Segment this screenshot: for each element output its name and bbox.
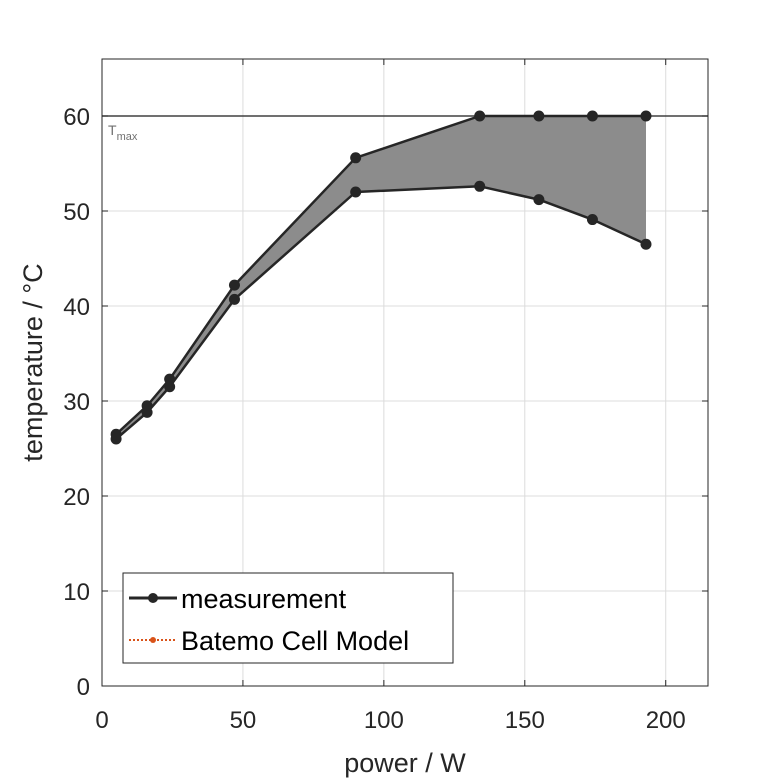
y-tick-label: 40	[63, 294, 90, 321]
x-tick-label: 50	[230, 707, 257, 734]
measurement-upper-point	[350, 152, 362, 164]
x-tick-label: 100	[364, 707, 404, 734]
legend-marker-batemo	[150, 637, 156, 643]
measurement-upper-point	[640, 110, 652, 122]
y-tick-label: 50	[63, 199, 90, 226]
measurement-lower-point	[228, 293, 240, 305]
legend: measurement Batemo Cell Model	[122, 572, 454, 664]
measurement-upper-point	[228, 279, 240, 291]
measurement-lower-point	[640, 238, 652, 250]
measurement-lower-point	[164, 381, 176, 393]
x-tick-label: 150	[505, 707, 545, 734]
y-axis-label: temperature / °C	[18, 263, 48, 461]
plot-frame	[101, 58, 709, 687]
measurement-lower-point	[474, 180, 486, 192]
legend-label-measurement: measurement	[181, 584, 347, 614]
measurement-upper-point	[164, 373, 176, 385]
measurement-lower-point	[350, 186, 362, 198]
measurement-lower-point	[110, 433, 122, 445]
measurement-lower-point	[141, 406, 153, 418]
y-tick-label: 20	[63, 484, 90, 511]
measurement-upper-point	[586, 110, 598, 122]
y-tick-label: 30	[63, 389, 90, 416]
measurement-upper-point	[474, 110, 486, 122]
x-axis-label: power / W	[344, 748, 466, 778]
x-tick-label: 200	[646, 707, 686, 734]
measurement-lower-point	[586, 214, 598, 226]
measurement-upper-point	[533, 110, 545, 122]
legend-marker-measurement	[148, 593, 158, 603]
x-ticks: 0 50 100 150 200	[95, 59, 686, 734]
tmax-label: Tmax	[108, 122, 138, 143]
y-tick-label: 60	[63, 104, 90, 131]
x-tick-label: 0	[95, 707, 108, 734]
tmax-label-subscript: max	[117, 131, 138, 143]
tmax-label-main: T	[108, 122, 117, 138]
y-tick-label: 0	[77, 674, 90, 701]
series-markers	[110, 110, 652, 445]
legend-label-batemo: Batemo Cell Model	[181, 626, 409, 656]
legend-box	[122, 572, 454, 664]
measurement-lower-point	[533, 194, 545, 206]
band-area	[116, 116, 646, 439]
y-tick-label: 10	[63, 579, 90, 606]
temperature-band	[116, 116, 646, 439]
y-ticks: 0 10 20 30 40 50 60	[63, 104, 708, 701]
